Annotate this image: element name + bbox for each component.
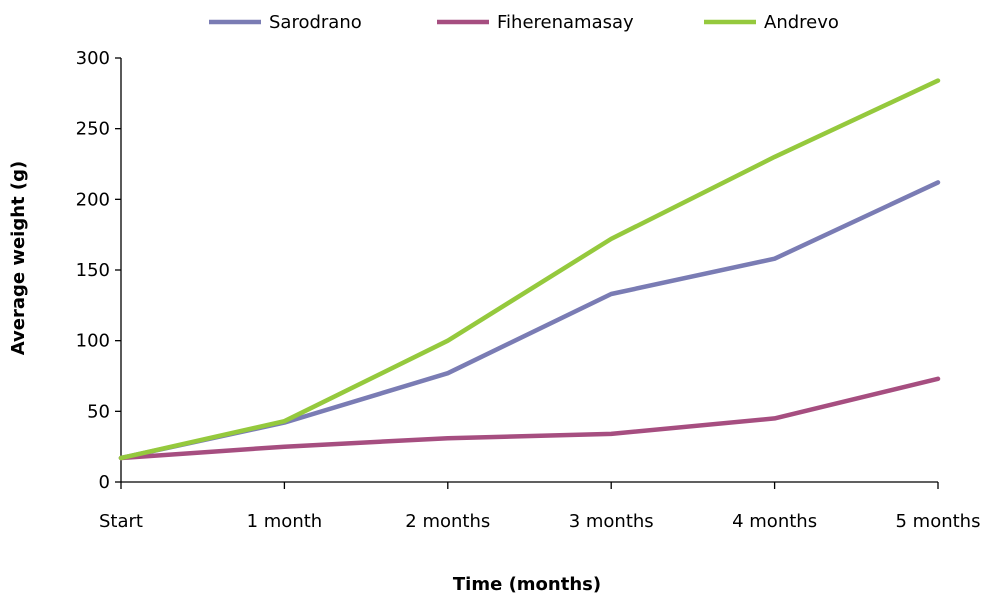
y-tick-label: 50 [87, 401, 110, 422]
x-tick-label: 3 months [569, 511, 654, 532]
y-tick-label: 300 [76, 48, 110, 69]
y-tick-label: 100 [76, 331, 110, 352]
legend-item-fiherenamasay: Fiherenamasay [437, 12, 634, 33]
series-line-fiherenamasay [118, 376, 941, 461]
plot-area [118, 78, 941, 461]
x-tick-label: 4 months [732, 511, 817, 532]
legend-label: Sarodrano [269, 12, 362, 33]
y-axis-title: Average weight (g) [8, 161, 29, 356]
legend-item-andrevo: Andrevo [704, 12, 839, 33]
x-tick-label: 5 months [896, 511, 981, 532]
y-axis: 0 50 100 150 200 250 300 [76, 48, 122, 493]
legend-label: Andrevo [764, 12, 839, 33]
y-tick-label: 0 [99, 472, 110, 493]
x-tick-label: 2 months [405, 511, 490, 532]
x-tick-label: 1 month [247, 511, 323, 532]
legend-label: Fiherenamasay [497, 12, 634, 33]
x-tick-label: Start [99, 511, 143, 532]
series-line-sarodrano [118, 180, 941, 461]
series-line-andrevo [118, 78, 941, 461]
y-tick-label: 150 [76, 260, 110, 281]
x-axis-title: Time (months) [453, 574, 601, 595]
x-axis: Start 1 month 2 months 3 months 4 months 5 mo… [99, 481, 981, 532]
legend-item-sarodrano: Sarodrano [209, 12, 362, 33]
legend: Sarodrano Fiherenamasay Andrevo [209, 12, 839, 33]
y-tick-label: 250 [76, 119, 110, 140]
y-tick-label: 200 [76, 189, 110, 210]
